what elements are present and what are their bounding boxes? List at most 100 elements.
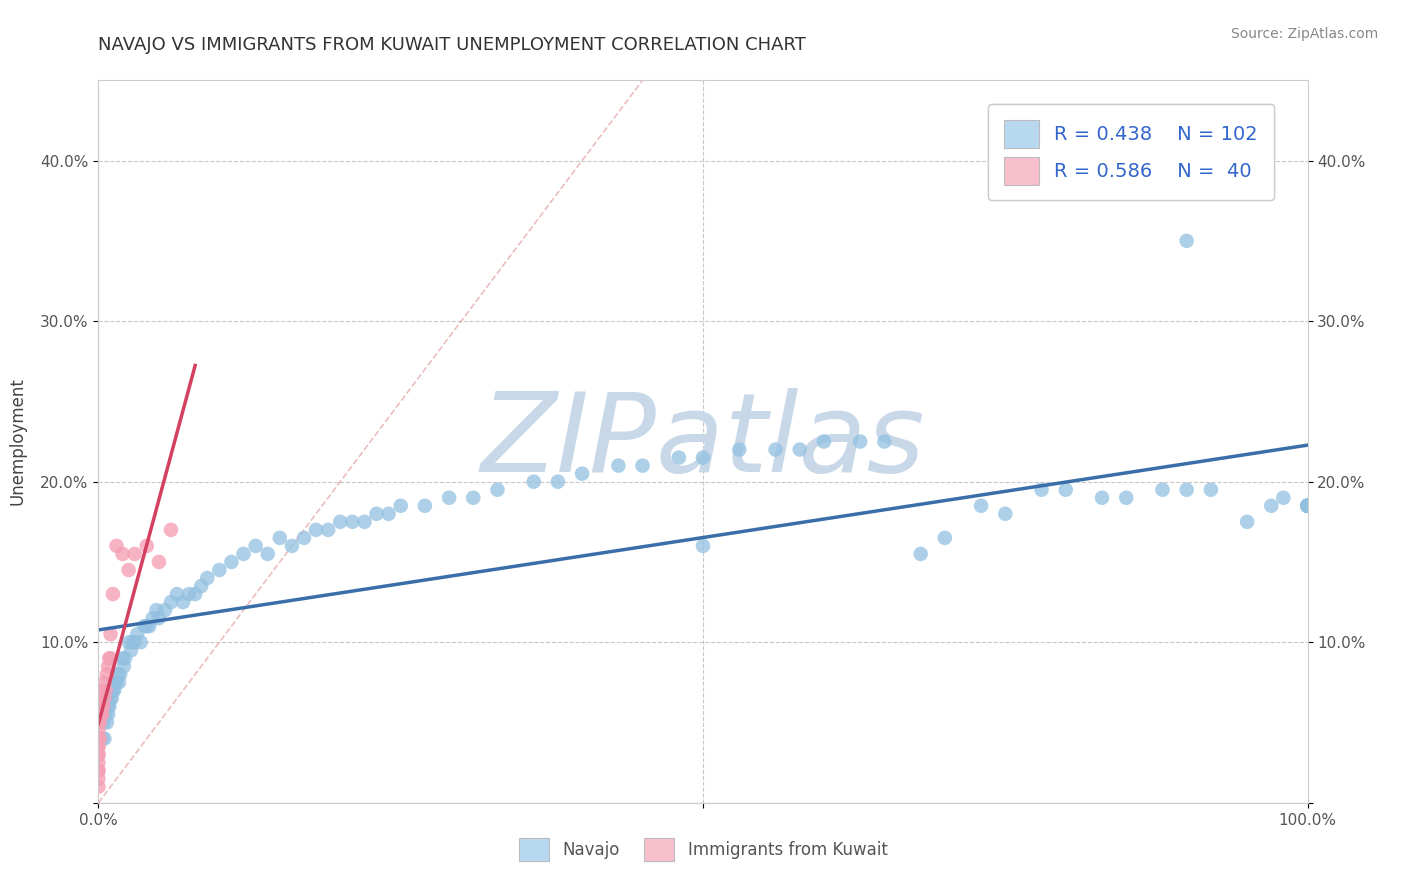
Point <box>101 683 124 698</box>
Point <box>934 531 956 545</box>
Point <box>91 699 114 714</box>
Point <box>1031 483 1053 497</box>
Point <box>87 731 110 746</box>
Point <box>1175 483 1198 497</box>
Point <box>813 434 835 449</box>
Point <box>145 603 167 617</box>
Point <box>96 715 118 730</box>
Text: NAVAJO VS IMMIGRANTS FROM KUWAIT UNEMPLOYMENT CORRELATION CHART: NAVAJO VS IMMIGRANTS FROM KUWAIT UNEMPLO… <box>98 36 806 54</box>
Point <box>1272 491 1295 505</box>
Y-axis label: Unemployment: Unemployment <box>8 377 27 506</box>
Point <box>87 699 110 714</box>
Point <box>114 651 136 665</box>
Point <box>93 675 115 690</box>
Point <box>91 707 114 722</box>
Point <box>353 515 375 529</box>
Point <box>329 515 352 529</box>
Point <box>118 635 141 649</box>
Point <box>89 731 111 746</box>
Point <box>172 595 194 609</box>
Point <box>1296 499 1319 513</box>
Point <box>90 699 112 714</box>
Point <box>1199 483 1222 497</box>
Point <box>789 442 811 457</box>
Point <box>121 635 143 649</box>
Point <box>108 675 131 690</box>
Point <box>89 715 111 730</box>
Point <box>93 691 115 706</box>
Point <box>1296 499 1319 513</box>
Point <box>87 715 110 730</box>
Point <box>105 539 128 553</box>
Point <box>160 523 183 537</box>
Point <box>87 731 110 746</box>
Point <box>97 707 120 722</box>
Point <box>100 691 122 706</box>
Point <box>129 635 152 649</box>
Point <box>104 675 127 690</box>
Legend: R = 0.438    N = 102, R = 0.586    N =  40: R = 0.438 N = 102, R = 0.586 N = 40 <box>988 104 1274 201</box>
Point <box>377 507 399 521</box>
Point <box>728 442 751 457</box>
Point <box>111 651 134 665</box>
Point <box>96 667 118 681</box>
Point <box>100 683 122 698</box>
Point <box>148 611 170 625</box>
Point <box>160 595 183 609</box>
Point <box>692 539 714 553</box>
Point <box>91 731 114 746</box>
Point <box>96 691 118 706</box>
Point <box>1091 491 1114 505</box>
Point <box>120 643 142 657</box>
Point <box>87 780 110 794</box>
Point <box>1236 515 1258 529</box>
Point <box>135 539 157 553</box>
Point <box>1296 499 1319 513</box>
Point <box>103 683 125 698</box>
Point <box>87 747 110 762</box>
Point <box>166 587 188 601</box>
Point <box>281 539 304 553</box>
Point <box>124 635 146 649</box>
Point <box>692 450 714 465</box>
Point <box>269 531 291 545</box>
Point <box>190 579 212 593</box>
Point <box>90 707 112 722</box>
Text: Source: ZipAtlas.com: Source: ZipAtlas.com <box>1230 27 1378 41</box>
Point <box>463 491 485 505</box>
Point <box>316 523 339 537</box>
Point <box>1152 483 1174 497</box>
Point <box>100 691 122 706</box>
Point <box>1296 499 1319 513</box>
Point <box>571 467 593 481</box>
Point <box>127 627 149 641</box>
Point <box>135 619 157 633</box>
Point <box>292 531 315 545</box>
Point <box>1296 499 1319 513</box>
Point <box>631 458 654 473</box>
Point <box>1175 234 1198 248</box>
Point <box>91 683 114 698</box>
Point <box>87 764 110 778</box>
Point <box>93 699 115 714</box>
Point <box>389 499 412 513</box>
Point <box>873 434 896 449</box>
Point <box>87 764 110 778</box>
Point <box>87 715 110 730</box>
Point <box>366 507 388 521</box>
Point <box>107 667 129 681</box>
Point <box>94 707 117 722</box>
Point <box>148 555 170 569</box>
Point <box>87 731 110 746</box>
Point <box>849 434 872 449</box>
Point <box>1296 499 1319 513</box>
Point <box>98 651 121 665</box>
Point <box>1054 483 1077 497</box>
Point <box>305 523 328 537</box>
Point <box>765 442 787 457</box>
Point <box>138 619 160 633</box>
Point <box>1296 499 1319 513</box>
Point <box>93 731 115 746</box>
Point <box>1296 499 1319 513</box>
Point <box>970 499 993 513</box>
